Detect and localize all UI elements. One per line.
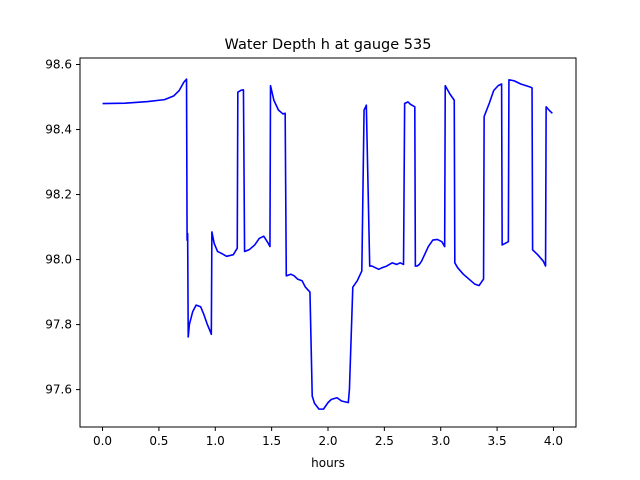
x-tick-label: 1.5 xyxy=(262,434,281,448)
x-tick-label: 0.0 xyxy=(93,434,112,448)
x-tick-label: 2.5 xyxy=(375,434,394,448)
x-axis-title: hours xyxy=(311,456,345,470)
y-tick-label: 98.2 xyxy=(45,188,72,202)
x-tick-label: 4.0 xyxy=(544,434,563,448)
x-tick-label: 3.5 xyxy=(488,434,507,448)
y-axis: 97.6 97.8 98.0 98.2 98.4 98.6 xyxy=(45,58,80,397)
axes-frame xyxy=(79,57,577,428)
x-axis: 0.0 0.5 1.0 1.5 2.0 2.5 3.0 3.5 4.0 xyxy=(93,427,563,448)
y-tick-label: 98.6 xyxy=(45,58,72,72)
x-tick-label: 3.0 xyxy=(431,434,450,448)
plot-area xyxy=(102,78,553,410)
y-tick-label: 97.6 xyxy=(45,383,72,397)
x-tick-label: 0.5 xyxy=(149,434,168,448)
series-line-0 xyxy=(102,78,553,410)
y-tick-label: 98.4 xyxy=(45,123,72,137)
chart-title: Water Depth h at gauge 535 xyxy=(225,37,432,53)
x-tick-label: 1.0 xyxy=(206,434,225,448)
y-tick-label: 97.8 xyxy=(45,318,72,332)
y-tick-label: 98.0 xyxy=(45,253,72,267)
x-tick-label: 2.0 xyxy=(318,434,337,448)
